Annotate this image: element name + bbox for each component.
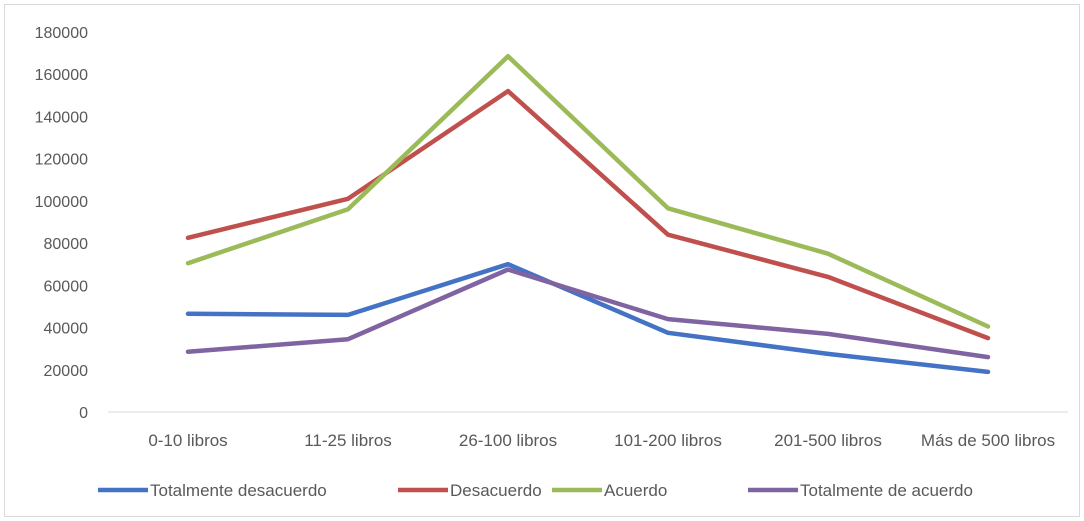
series-lines (185, 54, 991, 375)
series-line (185, 267, 991, 360)
series-line (185, 261, 991, 375)
x-tick-label: 11-25 libros (304, 431, 392, 450)
y-tick-label: 0 (79, 405, 88, 422)
series-line (185, 54, 991, 329)
legend-label: Totalmente de acuerdo (800, 481, 973, 500)
legend-label: Desacuerdo (450, 481, 542, 500)
y-tick-label: 20000 (44, 363, 89, 380)
x-tick-label: Más de 500 libros (921, 431, 1055, 450)
y-axis-ticks: 0 20000 40000 60000 80000 100000 120000 140000 1… (35, 25, 88, 422)
x-tick-label: 201-500 libros (774, 431, 882, 450)
y-tick-label: 100000 (35, 194, 88, 211)
legend-label: Acuerdo (604, 481, 667, 500)
series-line (185, 88, 991, 341)
x-tick-label: 26-100 libros (459, 431, 557, 450)
legend-label: Totalmente desacuerdo (150, 481, 327, 500)
legend: Totalmente desacuerdo Desacuerdo Acuerdo To… (98, 481, 973, 500)
y-tick-label: 40000 (44, 321, 89, 338)
y-tick-label: 60000 (44, 278, 89, 295)
y-tick-label: 140000 (35, 109, 88, 126)
y-tick-label: 180000 (35, 25, 88, 42)
y-tick-label: 80000 (44, 236, 89, 253)
x-tick-label: 101-200 libros (614, 431, 722, 450)
x-tick-label: 0-10 libros (148, 431, 227, 450)
x-axis-ticks: 0-10 libros 11-25 libros 26-100 libros 101-… (148, 431, 1055, 450)
y-tick-label: 160000 (35, 67, 88, 84)
y-tick-label: 120000 (35, 152, 88, 169)
